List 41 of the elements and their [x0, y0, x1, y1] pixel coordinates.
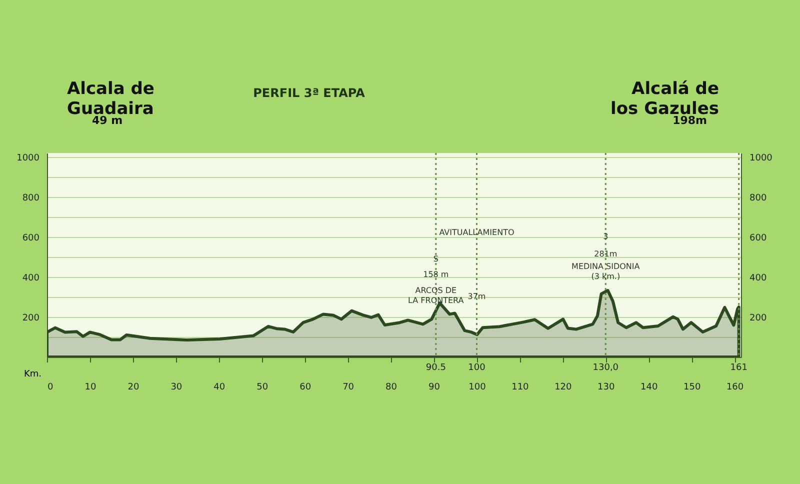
- x-tick-label: 90: [428, 382, 440, 392]
- y-tick-label: 600: [22, 234, 40, 244]
- annotation: 281m: [594, 250, 618, 259]
- x-tick-label: 80: [386, 382, 398, 392]
- annotation: 37m: [468, 292, 486, 301]
- x-tick-label: 10: [84, 382, 96, 392]
- x-tick-label: 140: [640, 382, 658, 392]
- annotation: S: [433, 254, 438, 264]
- x-tick-label: 110: [512, 382, 530, 392]
- x-tick-label: 120: [554, 382, 572, 392]
- x-tick-label: 130: [598, 382, 615, 392]
- x-tick-label: 100: [468, 382, 486, 392]
- annotation: 3: [603, 232, 608, 241]
- x-tick-label: 20: [128, 382, 140, 392]
- y2-tick-label: 600: [750, 234, 767, 244]
- y2-tick-label: 1000: [750, 154, 773, 164]
- annotation: 158 m: [423, 270, 449, 279]
- annotation: MEDINA SIDONIA (3 km.): [572, 262, 640, 281]
- ref-line-label: 100: [468, 363, 486, 373]
- ref-line-label: 161: [730, 363, 748, 373]
- y2-tick-label: 800: [750, 194, 767, 204]
- x-tick-label: 30: [170, 382, 182, 392]
- annotation: AVITUALLAMIENTO: [439, 228, 514, 237]
- ref-line-label: 130,0: [592, 363, 619, 373]
- y-tick-label: 1000: [16, 154, 40, 164]
- y-tick-label: 800: [22, 194, 40, 204]
- y-tick-label: 400: [22, 274, 40, 284]
- y2-tick-label: 200: [750, 314, 767, 324]
- ref-line-label: 90.5: [426, 363, 446, 373]
- x-tick-label: 160: [726, 382, 744, 392]
- x-axis-title: Km.: [24, 370, 42, 380]
- annotation: ARCOS DE LA FRONTERA: [408, 286, 464, 305]
- x-tick-label: 150: [683, 382, 701, 392]
- x-tick-label: 70: [342, 382, 354, 392]
- chart-title: PERFIL 3ª ETAPA: [253, 86, 366, 100]
- y2-tick-label: 400: [750, 274, 767, 284]
- x-tick-label: 0: [48, 382, 54, 392]
- x-tick-label: 40: [214, 382, 226, 392]
- x-tick-label: 60: [300, 382, 312, 392]
- x-tick-label: 50: [256, 382, 268, 392]
- y-tick-label: 200: [22, 314, 40, 324]
